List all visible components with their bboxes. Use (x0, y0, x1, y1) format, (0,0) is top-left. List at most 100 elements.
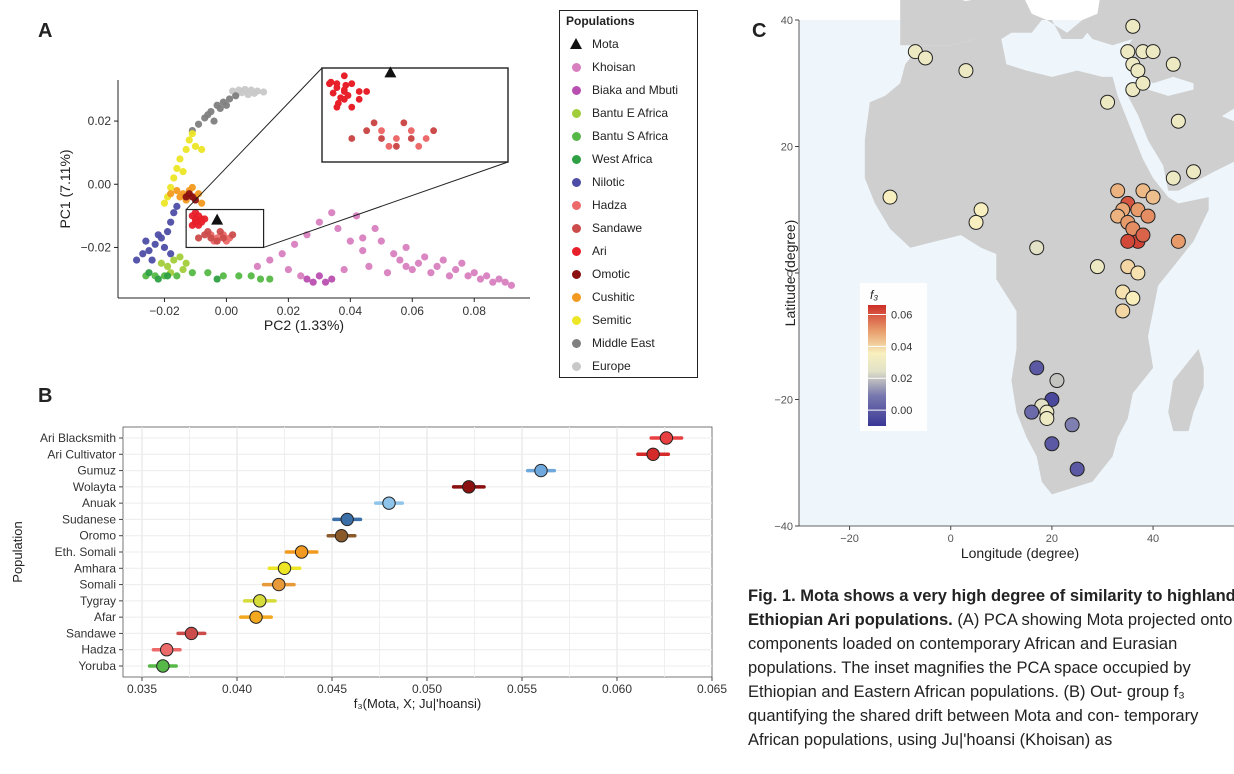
pca-point (250, 89, 258, 97)
pca-point (194, 234, 203, 242)
inset-point (370, 119, 378, 127)
x-tick-label: 0.050 (412, 682, 442, 696)
map-f3-point (1135, 75, 1151, 91)
f3-dot-chart: 0.035 0.040 0.045 0.050 0.055 0.060 0.065 f₃(Mo… (10, 426, 727, 711)
legend-item: Bantu E Africa (560, 104, 699, 124)
pca-point (191, 142, 200, 150)
legend-item-label: Bantu E Africa (592, 106, 669, 120)
africa-f3-map: −20 0 20 40 −40 −20 0 20 40 Longitude (degree) Lat… (774, 0, 1234, 561)
pca-point (427, 269, 435, 277)
inset-point (348, 80, 356, 88)
pca-point (229, 231, 237, 239)
map-f3-point (1165, 170, 1181, 186)
pca-point (173, 202, 181, 210)
panel-label-b: B (38, 385, 53, 407)
legend-item: Hadza (560, 196, 699, 216)
y-tick-label: 0.02 (88, 114, 112, 128)
pca-chart: −0.02 0.00 0.02 0.04 0.06 0.08−0.020.000.02PC… (57, 66, 530, 333)
pca-point (483, 272, 491, 280)
pca-point (489, 278, 497, 286)
map-f3-point (1039, 410, 1055, 426)
pca-point (160, 199, 169, 207)
f3-point (253, 594, 267, 608)
legend-item-label: Omotic (592, 267, 631, 281)
map-f3-point (1125, 18, 1141, 34)
legend-item: Semitic (560, 311, 699, 331)
pca-point (346, 237, 354, 245)
y-axis-label: Latitude (degree) (782, 220, 798, 327)
pca-point (194, 190, 203, 198)
panel-label-c: C (752, 20, 767, 42)
pca-point (464, 272, 472, 280)
pca-point (188, 221, 196, 229)
pca-point (225, 95, 234, 103)
pca-point (238, 89, 246, 97)
y-axis-label: PC1 (7.11%) (57, 149, 73, 228)
map-f3-point (1064, 417, 1080, 433)
pca-point (182, 259, 190, 267)
pca-point (219, 272, 227, 280)
colorbar-tick-label: 0.02 (891, 373, 912, 385)
pca-point (173, 186, 181, 195)
y-tick-label: Ari Cultivator (47, 447, 116, 461)
pca-point (160, 243, 169, 252)
map-f3-point (1044, 436, 1060, 452)
legend-item-label: West Africa (592, 152, 653, 166)
pca-point (433, 262, 441, 271)
x-axis-label: f₃(Mota, X; Ju|'hoansi) (354, 696, 481, 711)
map-f3-point (1170, 113, 1186, 129)
legend-item: Sandawe (560, 219, 699, 239)
pca-point (216, 228, 224, 236)
caption-line: (A) PCA showing Mota projected onto comp… (748, 611, 1233, 653)
pca-point (151, 240, 159, 248)
map-f3-point (1049, 373, 1065, 389)
legend-item-label: Hadza (592, 198, 627, 212)
y-tick-label: Sudanese (62, 512, 116, 526)
f3-point (294, 545, 309, 559)
legend-item: Nilotic (560, 173, 699, 193)
pca-point (402, 243, 410, 252)
africa-landmass (864, 39, 1209, 495)
pca-point (167, 250, 175, 258)
pca-point (145, 247, 153, 255)
y-tick-label: Tygray (80, 594, 116, 608)
f3-point (160, 643, 174, 657)
f3-point (659, 431, 674, 445)
legend-item: Ari (560, 242, 699, 262)
y-tick-label: Ari Blacksmith (40, 431, 116, 445)
pca-point (328, 275, 336, 283)
map-f3-point (1170, 233, 1186, 249)
pca-point (408, 265, 416, 274)
legend-item: Omotic (560, 265, 699, 285)
map-f3-point (1125, 290, 1141, 306)
legend-item: Middle East (560, 334, 699, 354)
inset-point (340, 72, 348, 80)
pca-point (256, 275, 265, 283)
pca-point (207, 234, 215, 242)
inset-point (327, 78, 335, 86)
arabia-landmass (1127, 83, 1234, 191)
legend-title: Populations (566, 14, 635, 28)
legend-item: Bantu S Africa (560, 127, 699, 147)
inset-point (334, 99, 342, 107)
pca-point (266, 275, 274, 283)
pca-point (173, 272, 181, 280)
pca-point (185, 136, 193, 144)
pca-point (176, 253, 184, 261)
pca-point (163, 272, 172, 280)
pca-point (148, 256, 156, 264)
legend-item-label: Ari (592, 244, 607, 258)
x-tick-label: 0.02 (277, 304, 301, 318)
map-f3-point (1135, 227, 1151, 243)
legend-item-label: Semitic (592, 313, 632, 327)
x-tick-label: 0.065 (697, 682, 727, 696)
map-f3-point (1029, 240, 1045, 256)
pca-point (132, 256, 141, 264)
map-f3-point (1100, 94, 1116, 110)
pca-point (421, 253, 429, 261)
pca-point (470, 269, 478, 277)
map-f3-point (1110, 183, 1126, 199)
f3-point (334, 529, 349, 543)
pca-point (244, 90, 252, 99)
inset-point (385, 142, 393, 150)
